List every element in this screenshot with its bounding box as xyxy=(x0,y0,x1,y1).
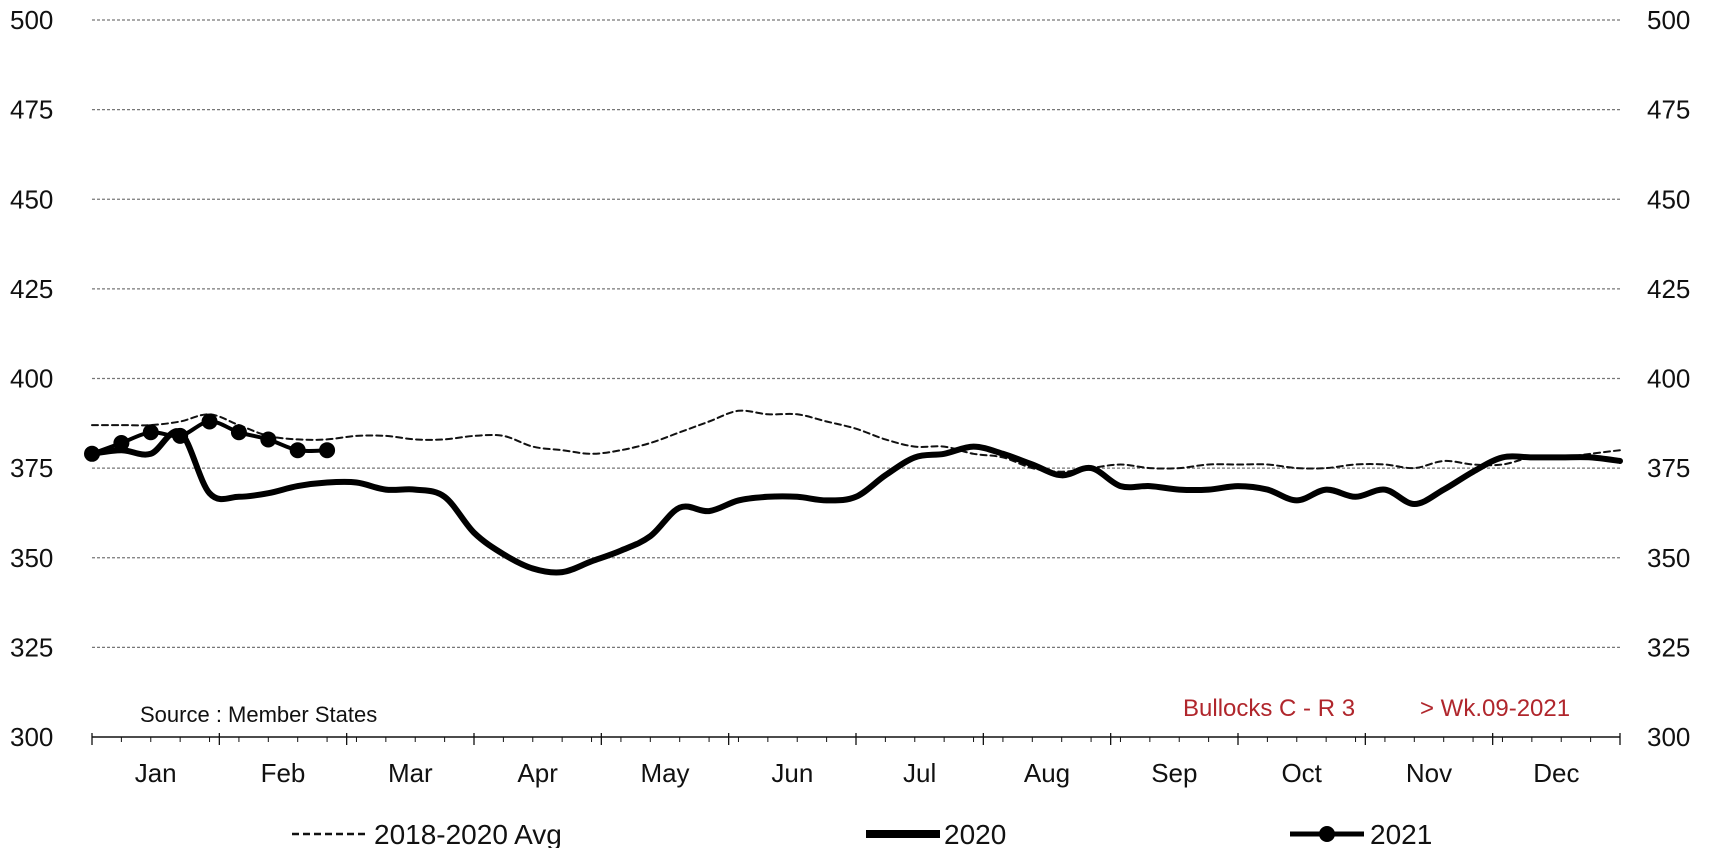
legend-label-avg: 2018-2020 Avg xyxy=(374,819,562,848)
month-labels: Jan Feb Mar Apr May Jun Jul Aug Sep Oct Nov Dec xyxy=(135,758,1580,788)
legend: 2018-2020 Avg 2020 2021 xyxy=(292,819,1432,848)
month-label: Feb xyxy=(261,758,306,788)
legend-item-2020: 2020 xyxy=(866,819,1006,848)
month-label: Jul xyxy=(903,758,936,788)
month-label: Sep xyxy=(1151,758,1197,788)
series-line-2020 xyxy=(89,428,1623,576)
y-tick-label-left: 300 xyxy=(10,722,53,752)
y-tick-label-right: 500 xyxy=(1647,5,1690,35)
series-caption: Bullocks C - R 3 xyxy=(1183,695,1355,722)
series-2021-point xyxy=(142,424,159,441)
month-label: May xyxy=(640,758,689,788)
series-2021-point xyxy=(260,431,277,448)
legend-item-avg: 2018-2020 Avg xyxy=(292,819,562,848)
series-line-avg xyxy=(91,409,1621,473)
x-axis xyxy=(91,733,1621,745)
y-tick-label-right: 425 xyxy=(1647,274,1690,304)
y-tick-label-right: 375 xyxy=(1647,453,1690,483)
y-tick-label-left: 425 xyxy=(10,274,53,304)
y-tick-label-left: 475 xyxy=(10,95,53,125)
month-label: Oct xyxy=(1281,758,1322,788)
legend-marker-2021 xyxy=(1319,826,1335,842)
gridlines xyxy=(92,19,1620,648)
y-tick-label-right: 350 xyxy=(1647,543,1690,573)
series-lines xyxy=(84,409,1623,576)
month-label: Jun xyxy=(771,758,813,788)
month-label: Apr xyxy=(517,758,558,788)
month-label: Mar xyxy=(388,758,433,788)
y-tick-labels-right: 500 475 450 425 400 375 350 325 300 xyxy=(1647,5,1690,752)
series-2021-point xyxy=(319,442,336,459)
month-label: Dec xyxy=(1533,758,1579,788)
y-tick-label-left: 325 xyxy=(10,632,53,662)
month-label: Nov xyxy=(1406,758,1452,788)
y-tick-label-right: 325 xyxy=(1647,632,1690,662)
series-2021-point xyxy=(84,445,100,462)
y-tick-label-right: 450 xyxy=(1647,184,1690,214)
week-caption: > Wk.09-2021 xyxy=(1420,695,1570,722)
y-tick-label-right: 300 xyxy=(1647,722,1690,752)
legend-label-2021: 2021 xyxy=(1370,819,1432,848)
legend-item-2021: 2021 xyxy=(1290,819,1432,848)
y-tick-label-right: 400 xyxy=(1647,364,1690,394)
legend-label-2020: 2020 xyxy=(944,819,1006,848)
source-note: Source : Member States xyxy=(140,702,377,727)
series-2021-point xyxy=(172,427,189,444)
month-label: Jan xyxy=(135,758,177,788)
y-tick-label-left: 400 xyxy=(10,364,53,394)
series-2021-point xyxy=(201,413,218,430)
month-label: Aug xyxy=(1024,758,1070,788)
y-tick-label-left: 500 xyxy=(10,5,53,35)
y-tick-label-right: 475 xyxy=(1647,95,1690,125)
y-tick-label-left: 450 xyxy=(10,184,53,214)
y-tick-label-left: 375 xyxy=(10,453,53,483)
series-2021-point xyxy=(230,424,247,441)
series-2021-point xyxy=(289,442,306,459)
series-2021-point xyxy=(113,435,130,452)
y-tick-labels-left: 500 475 450 425 400 375 350 325 300 xyxy=(10,5,53,752)
y-tick-label-left: 350 xyxy=(10,543,53,573)
